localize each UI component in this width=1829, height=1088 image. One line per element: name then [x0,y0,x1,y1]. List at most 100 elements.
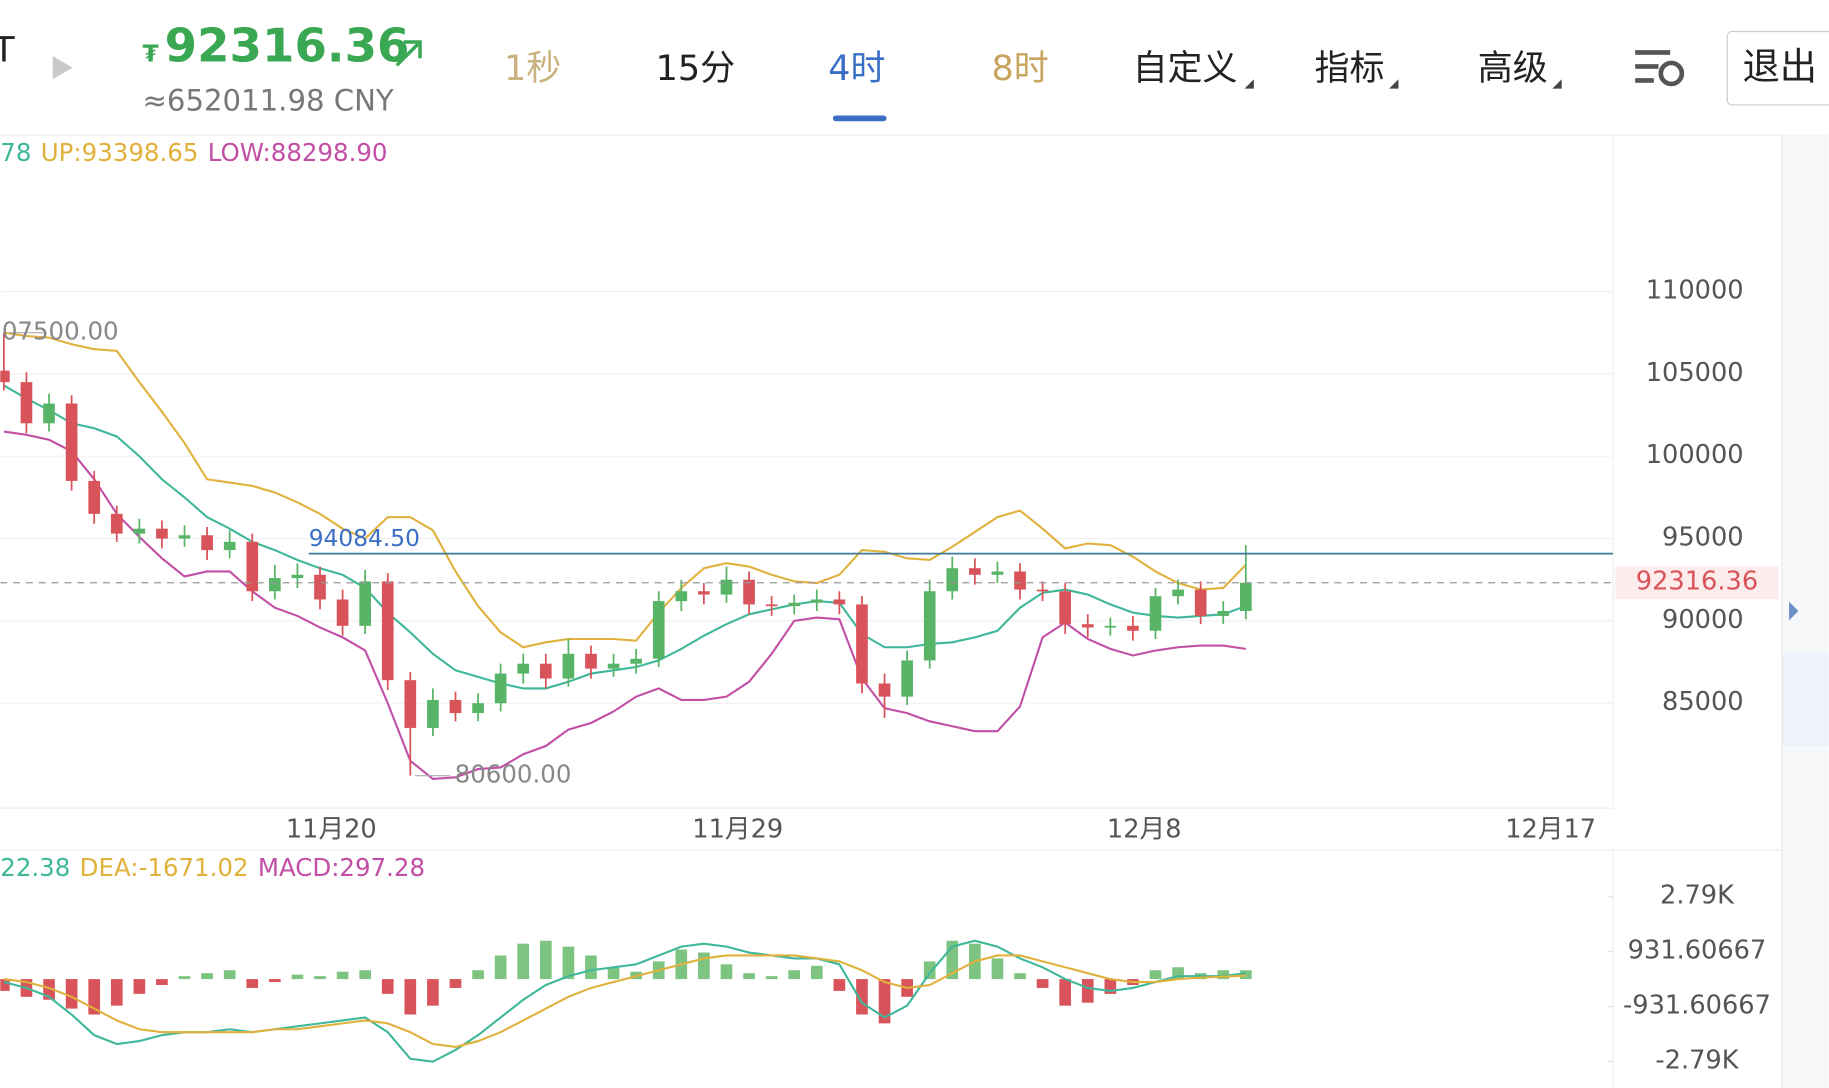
macd-bar [65,979,78,1009]
candle-body [923,591,936,661]
candle-body [810,599,823,603]
macd-bar [539,940,552,980]
dropdown-caret [1244,79,1254,89]
y-tick-label: 110000 [1646,276,1744,306]
bollinger-band [3,331,1247,649]
candle-body [856,604,868,684]
candle-body [494,673,507,704]
candle-body [314,574,326,600]
candle-body [946,568,959,592]
macd-bar [178,976,191,980]
x-tick-label: 12月17 [1505,814,1596,844]
candle-body [901,660,913,697]
candle-body [539,663,552,679]
tab[interactable]: 4时 [828,49,885,89]
macd-bar [1172,967,1184,980]
macd-bar [517,943,530,980]
indicator-legend: 78 [0,138,31,167]
macd-bar [1014,973,1026,980]
candle-body [223,541,236,551]
y-tick-label: 90000 [1662,605,1744,635]
candle-body [156,528,168,539]
macd-bar [223,970,236,980]
labels: 85000 90000 95000 100000 105000 110000 11月20 11… [0,138,1779,1075]
y-tick-label: 100000 [1646,440,1744,470]
candle-body [1014,571,1026,590]
last-price-label: 92316.36 [1636,567,1758,597]
tab[interactable]: 1秒 [504,49,561,89]
tab[interactable]: 自定义 [1133,49,1238,89]
x-tick-label: 11月20 [286,814,377,844]
macd-bar [1059,979,1072,1006]
candle-body [969,568,981,575]
macd-bar [1217,970,1230,980]
candle-body [585,653,597,669]
candle-body [449,699,462,714]
x-tick-label: 11月29 [692,814,783,844]
macd-bar [923,961,936,980]
candle-body [1081,624,1094,628]
candle-body [1127,625,1139,631]
exit-button[interactable] [1726,30,1829,106]
macd-bar [1104,979,1117,994]
macd-bar [1240,970,1252,980]
candle-body [404,680,417,728]
price-symbol: ₮ [143,40,159,67]
candle-body [630,658,642,664]
tab[interactable]: 高级 [1478,49,1548,89]
tab[interactable]: 15分 [656,49,735,89]
macd-bar [743,973,755,980]
indicator-legend: DEA:-1671.02 [80,853,249,882]
macd-bar [404,979,417,1015]
candle-body [1194,589,1207,616]
expand-icon[interactable] [1789,601,1799,621]
macd-bar [833,979,846,991]
candle-body [43,403,55,424]
candle-body [246,541,259,592]
macd-bar [788,970,801,980]
candle-body [1059,591,1072,625]
active-tab-underline [832,115,887,122]
y-tick-label: 95000 [1662,523,1744,553]
x-tick-label: 12月8 [1107,814,1182,844]
macd-bar [946,940,959,980]
macd-bar [562,946,575,980]
exit-label[interactable]: 退出 [1742,44,1817,88]
candle-body [88,480,101,514]
candle-body [201,535,213,551]
candle-body [743,579,755,605]
tab[interactable]: 8时 [991,49,1048,89]
macd-bar [381,979,394,994]
candle-body [359,581,371,626]
macd-bar [698,952,710,980]
tabs: 1秒 15分 4时 8时 自定义 指标 高级 [504,49,1562,89]
macd-bar [449,979,462,988]
candle-body [517,663,530,674]
macd-bar [472,970,484,980]
last-price-box [1615,566,1779,600]
candle-body [269,578,281,592]
settings-icon[interactable] [1635,50,1685,87]
indicator-legend: LOW:88298.90 [208,138,388,167]
macd-bar [765,976,778,980]
macd-bar [246,979,259,988]
macd-bar [878,979,891,1024]
candle-body [675,591,688,602]
candle-body [1149,596,1162,631]
tab[interactable]: 指标 [1314,49,1384,89]
macd-bar [291,974,304,980]
macd-bar [494,955,507,980]
y-tick-label: 85000 [1662,687,1744,717]
candle-body [291,574,304,579]
play-icon[interactable] [52,55,73,80]
macd-bar [720,964,733,980]
candle-body [0,370,10,383]
macd-bar [336,971,349,980]
candle-body [765,604,778,607]
y-tick-label: 105000 [1646,358,1744,388]
candle-body [1217,611,1230,616]
y-tick-label: 931.60667 [1628,936,1767,966]
macd-bar [269,979,281,983]
extreme-marker-label: 107500.00 [0,317,119,346]
macd-line [3,954,1246,1049]
